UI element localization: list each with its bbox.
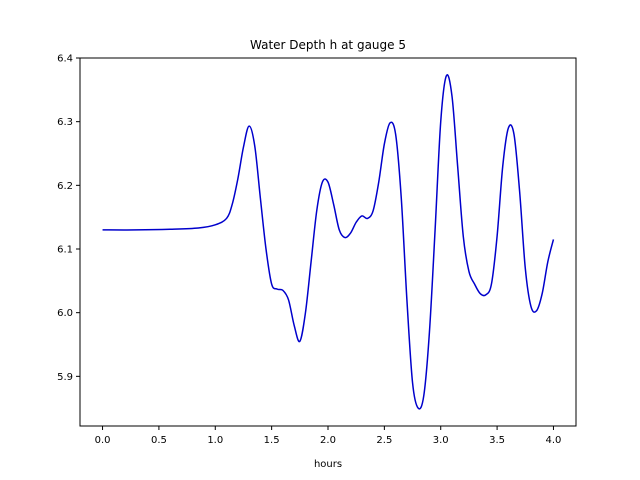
y-tick-label: 6.1 [57, 245, 73, 256]
x-tick-label: 3.0 [433, 435, 449, 446]
x-tick-label: 0.0 [95, 435, 111, 446]
chart-title: Water Depth h at gauge 5 [250, 38, 406, 52]
x-tick-label: 2.5 [376, 435, 392, 446]
x-tick-label: 2.0 [320, 435, 336, 446]
x-axis-label: hours [314, 459, 342, 470]
y-tick-label: 6.3 [57, 117, 73, 128]
y-tick-label: 6.0 [57, 308, 73, 319]
x-tick-label: 1.0 [207, 435, 223, 446]
x-axis: 0.0 0.5 1.0 1.5 2.0 2.5 3.0 3.5 4.0 [95, 426, 562, 446]
x-tick-label: 0.5 [151, 435, 167, 446]
series-line-0 [102, 74, 555, 410]
x-tick-label: 3.5 [489, 435, 505, 446]
y-tick-label: 5.9 [57, 372, 73, 383]
y-axis: 5.9 6.0 6.1 6.2 6.3 6.4 [57, 54, 80, 383]
y-tick-label: 6.2 [57, 181, 73, 192]
plot-frame [79, 57, 577, 427]
x-tick-label: 4.0 [546, 435, 562, 446]
y-tick-label: 6.4 [57, 54, 73, 65]
plot-area [102, 74, 555, 410]
x-tick-label: 1.5 [264, 435, 280, 446]
